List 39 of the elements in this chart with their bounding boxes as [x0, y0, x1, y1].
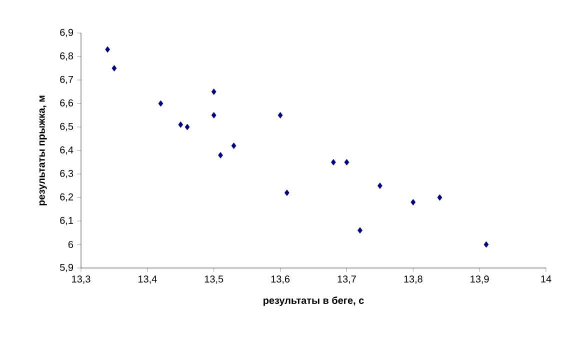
point [377, 182, 382, 189]
point [211, 112, 216, 118]
y-tick-label: 6 [68, 240, 74, 248]
y-tick-label: 6,7 [60, 76, 73, 84]
point [105, 46, 110, 53]
x-tick-label: 13,5 [204, 276, 224, 284]
point [410, 199, 416, 206]
x-tick-label: 14 [541, 276, 552, 282]
point [211, 88, 216, 95]
point [344, 159, 350, 166]
y-tick-label: 6,3 [60, 170, 74, 178]
x-tick-label: 13,3 [72, 276, 90, 284]
point [158, 100, 164, 107]
y-tick-label: 5,9 [60, 264, 74, 272]
point [284, 190, 290, 196]
point [278, 112, 283, 118]
x-axis-title: результаты в беге, с [264, 296, 364, 306]
x-tick-label: 13,7 [338, 276, 356, 284]
point [330, 159, 336, 166]
y-tick-label: 6,6 [60, 99, 74, 108]
x-tick-label: 13,9 [470, 276, 489, 284]
x-tick-label: 13,4 [138, 276, 157, 284]
y-axis-title: результаты прыжка, м [39, 96, 47, 206]
x-tick-label: 13,6 [271, 276, 290, 284]
point [178, 121, 184, 128]
point [218, 152, 223, 158]
point [358, 227, 362, 234]
y-tick-label: 6,9 [60, 28, 74, 38]
point [484, 241, 489, 248]
y-tick-label: 6,2 [60, 193, 73, 202]
y-tick-label: 6,1 [60, 216, 74, 226]
x-tick-label: 13,8 [404, 276, 422, 284]
point [437, 194, 442, 201]
point [231, 142, 236, 149]
point [184, 124, 190, 130]
y-tick-label: 6,4 [60, 146, 74, 155]
y-tick-label: 6,5 [60, 122, 74, 132]
y-tick-label: 6,8 [60, 52, 74, 61]
point [112, 65, 117, 72]
